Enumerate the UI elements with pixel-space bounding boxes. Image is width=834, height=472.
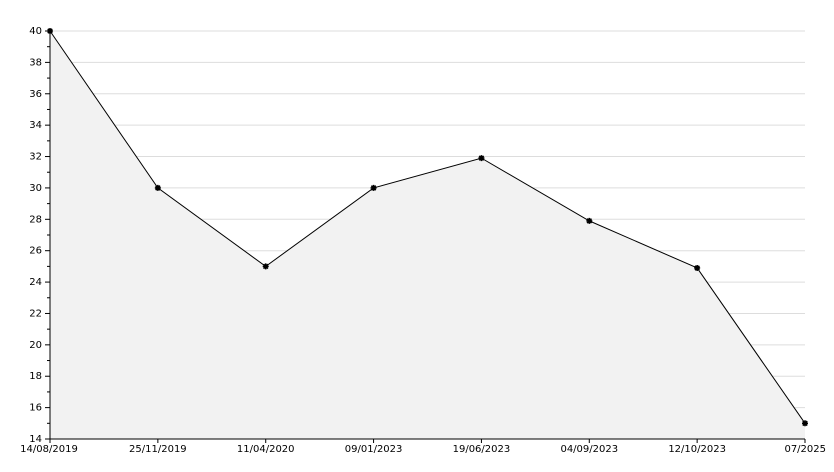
y-tick-label: 26 [29,246,42,257]
y-tick-label: 32 [29,152,42,163]
x-tick-label: 14/08/2019 [20,444,78,455]
marker [370,184,377,191]
marker [802,420,808,427]
x-tick-label: 19/06/2023 [453,444,511,455]
x-tick-label: 25/11/2019 [129,444,187,455]
x-tick-label: 11/04/2020 [237,444,295,455]
marker [154,184,161,191]
y-tick-label: 20 [29,340,42,351]
x-tick-label: 04/09/2023 [560,444,618,455]
marker [478,155,485,162]
marker [694,264,701,271]
y-tick-label: 16 [29,403,42,414]
marker [262,263,269,270]
x-tick-label: 12/10/2023 [668,444,726,455]
x-tick-label: 09/01/2023 [345,444,403,455]
marker [586,217,593,224]
y-tick-label: 24 [29,277,42,288]
area [50,31,805,439]
y-tick-label: 28 [29,214,42,225]
y-tick-label: 36 [29,89,42,100]
y-tick-label: 38 [29,57,42,68]
y-tick-label: 40 [29,26,42,37]
y-tick-label: 34 [29,120,42,131]
y-tick-label: 30 [29,183,42,194]
x-tick-label: 07/2025 [784,444,826,455]
y-tick-label: 22 [29,308,42,319]
y-tick-label: 18 [29,371,42,382]
y-tick-label: 14 [29,434,42,445]
line [49,30,806,424]
